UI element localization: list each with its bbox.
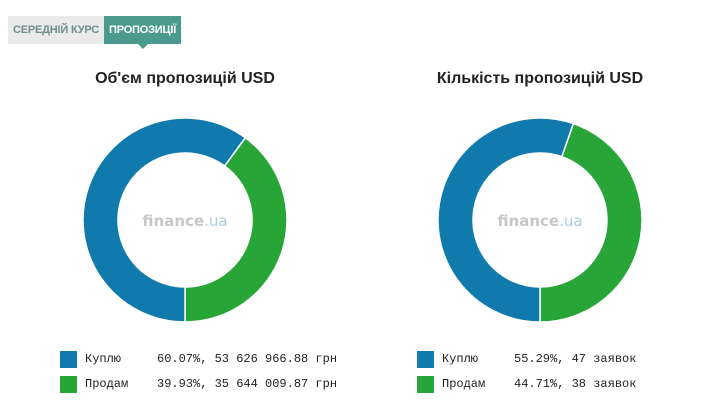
legend-item-buy: Куплю 60.07%, 53 626 966.88 грн bbox=[60, 350, 360, 368]
tab-offers[interactable]: ПРОПОЗИЦІЇ bbox=[104, 16, 182, 49]
legend-label: Продам bbox=[442, 377, 486, 391]
legend-value: 55.29%, 47 заявок bbox=[514, 352, 637, 366]
watermark-logo: finance.ua bbox=[497, 212, 582, 230]
legend-value: 60.07%, 53 626 966.88 грн bbox=[157, 352, 338, 366]
donut-slice-sell[interactable] bbox=[539, 122, 643, 323]
volume-donut-chart: finance.ua bbox=[82, 117, 288, 323]
tab-bar: СЕРЕДНІЙ КУРС ПРОПОЗИЦІЇ bbox=[8, 16, 182, 49]
volume-chart-panel: Об'єм пропозицій USD finance.ua Куплю 60… bbox=[5, 0, 365, 405]
legend-label: Куплю bbox=[442, 352, 479, 366]
count-chart-title: Кількість пропозицій USD bbox=[436, 70, 644, 87]
count-donut-chart: finance.ua bbox=[437, 117, 643, 323]
tab-average-rate[interactable]: СЕРЕДНІЙ КУРС bbox=[8, 16, 104, 44]
legend-swatch-buy bbox=[417, 350, 434, 368]
donut-slice-buy[interactable] bbox=[82, 117, 247, 323]
watermark-logo: finance.ua bbox=[142, 212, 227, 230]
legend-item-sell: Продам 39.93%, 35 644 009.87 грн bbox=[60, 375, 360, 393]
legend-label: Куплю bbox=[85, 352, 122, 366]
legend-swatch-buy bbox=[60, 350, 77, 368]
donut-slice-buy[interactable] bbox=[437, 117, 575, 323]
count-legend: Куплю 55.29%, 47 заявок Продам 44.71%, 3… bbox=[417, 350, 717, 400]
legend-item-buy: Куплю 55.29%, 47 заявок bbox=[417, 350, 717, 368]
legend-swatch-sell bbox=[417, 375, 434, 393]
count-chart-panel: Кількість пропозицій USD finance.ua Купл… bbox=[360, 0, 720, 405]
volume-legend: Куплю 60.07%, 53 626 966.88 грн Продам 3… bbox=[60, 350, 360, 400]
donut-slice-sell[interactable] bbox=[184, 136, 288, 323]
legend-item-sell: Продам 44.71%, 38 заявок bbox=[417, 375, 717, 393]
legend-swatch-sell bbox=[60, 375, 77, 393]
volume-chart-title: Об'єм пропозицій USD bbox=[95, 70, 275, 87]
legend-label: Продам bbox=[85, 377, 129, 391]
legend-value: 44.71%, 38 заявок bbox=[514, 377, 637, 391]
legend-value: 39.93%, 35 644 009.87 грн bbox=[157, 377, 338, 391]
